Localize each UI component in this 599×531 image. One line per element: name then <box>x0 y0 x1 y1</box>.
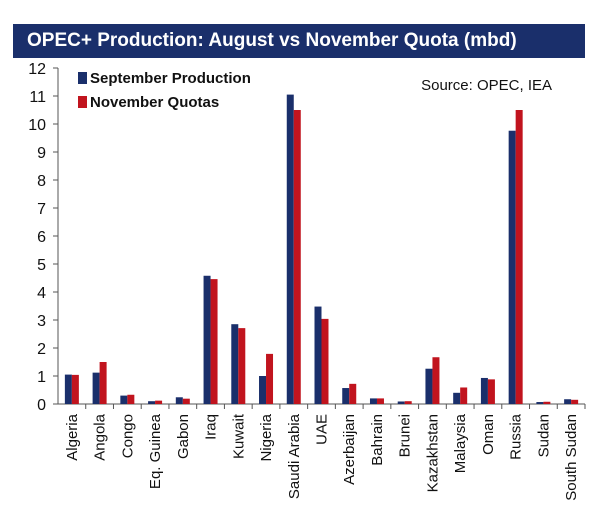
y-tick-label: 11 <box>29 89 46 106</box>
bar-september-production <box>369 398 377 404</box>
y-tick-label: 2 <box>37 341 46 358</box>
x-category-label: Kazakhstan <box>424 414 441 492</box>
x-category-label: Kuwait <box>230 413 247 459</box>
bar-september-production <box>92 372 100 404</box>
x-category-label: Azerbaijan <box>341 414 358 485</box>
x-category-label: Iraq <box>203 414 220 440</box>
x-category-label: Oman <box>480 414 497 455</box>
y-tick-label: 8 <box>37 173 46 190</box>
x-category-label: Nigeria <box>258 413 275 461</box>
x-category-label: Eq. Guinea <box>147 413 164 489</box>
bar-november-quotas <box>432 357 440 404</box>
x-category-label: Algeria <box>64 413 81 460</box>
bar-september-production <box>480 377 488 404</box>
y-tick-label: 1 <box>37 369 46 386</box>
x-category-label: Angola <box>92 413 109 460</box>
bar-november-quotas <box>543 401 551 404</box>
x-category-label: South Sudan <box>563 414 580 501</box>
bar-november-quotas <box>515 110 523 404</box>
bar-september-production <box>120 395 128 404</box>
y-tick-label: 6 <box>37 229 46 246</box>
y-tick-label: 4 <box>37 285 46 302</box>
legend-label: September Production <box>90 70 251 87</box>
bar-september-production <box>564 399 572 404</box>
y-tick-label: 3 <box>37 313 46 330</box>
bar-november-quotas <box>155 400 163 404</box>
bar-september-production <box>175 397 183 404</box>
bar-september-production <box>453 392 461 404</box>
bar-november-quotas <box>376 398 384 404</box>
bar-november-quotas <box>571 399 579 404</box>
x-category-label: Bahrain <box>369 414 386 466</box>
x-category-label: Brunei <box>397 414 414 457</box>
legend-swatch <box>78 72 87 84</box>
bar-september-production <box>259 376 267 404</box>
bar-november-quotas <box>321 318 329 404</box>
bar-september-production <box>64 374 72 404</box>
chart-title: OPEC+ Production: August vs November Quo… <box>13 24 585 58</box>
bar-november-quotas <box>266 353 274 404</box>
bar-november-quotas <box>71 374 79 404</box>
y-tick-label: 0 <box>37 397 46 414</box>
bar-september-production <box>286 94 294 404</box>
y-tick-label: 10 <box>28 117 46 134</box>
bar-september-production <box>397 401 405 404</box>
x-category-label: Sudan <box>535 414 552 457</box>
bar-september-production <box>508 130 516 404</box>
bar-september-production <box>314 306 322 404</box>
bar-september-production <box>342 388 350 404</box>
legend-label: November Quotas <box>90 94 219 111</box>
bar-november-quotas <box>460 387 468 404</box>
bar-september-production <box>536 402 544 404</box>
bar-november-quotas <box>99 362 107 404</box>
legend-swatch <box>78 96 87 108</box>
x-category-label: Congo <box>119 414 136 458</box>
y-tick-label: 5 <box>37 257 46 274</box>
bar-november-quotas <box>349 383 357 404</box>
x-category-label: UAE <box>314 414 331 445</box>
bar-november-quotas <box>238 328 246 404</box>
bar-september-production <box>148 401 156 404</box>
bar-september-production <box>203 275 211 404</box>
x-category-label: Russia <box>508 413 525 460</box>
bar-november-quotas <box>182 398 190 404</box>
bar-september-production <box>425 368 433 404</box>
y-tick-label: 9 <box>37 145 46 162</box>
bar-november-quotas <box>210 279 218 404</box>
y-tick-label: 7 <box>37 201 46 218</box>
bar-november-quotas <box>293 110 301 404</box>
x-category-label: Gabon <box>175 414 192 459</box>
x-category-label: Saudi Arabia <box>286 413 303 499</box>
bar-september-production <box>231 324 239 404</box>
source-note: Source: OPEC, IEA <box>421 77 552 94</box>
bar-november-quotas <box>404 401 412 404</box>
y-tick-label: 12 <box>28 61 46 78</box>
bar-november-quotas <box>127 394 135 404</box>
bar-november-quotas <box>487 379 495 404</box>
x-category-label: Malaysia <box>452 413 469 473</box>
